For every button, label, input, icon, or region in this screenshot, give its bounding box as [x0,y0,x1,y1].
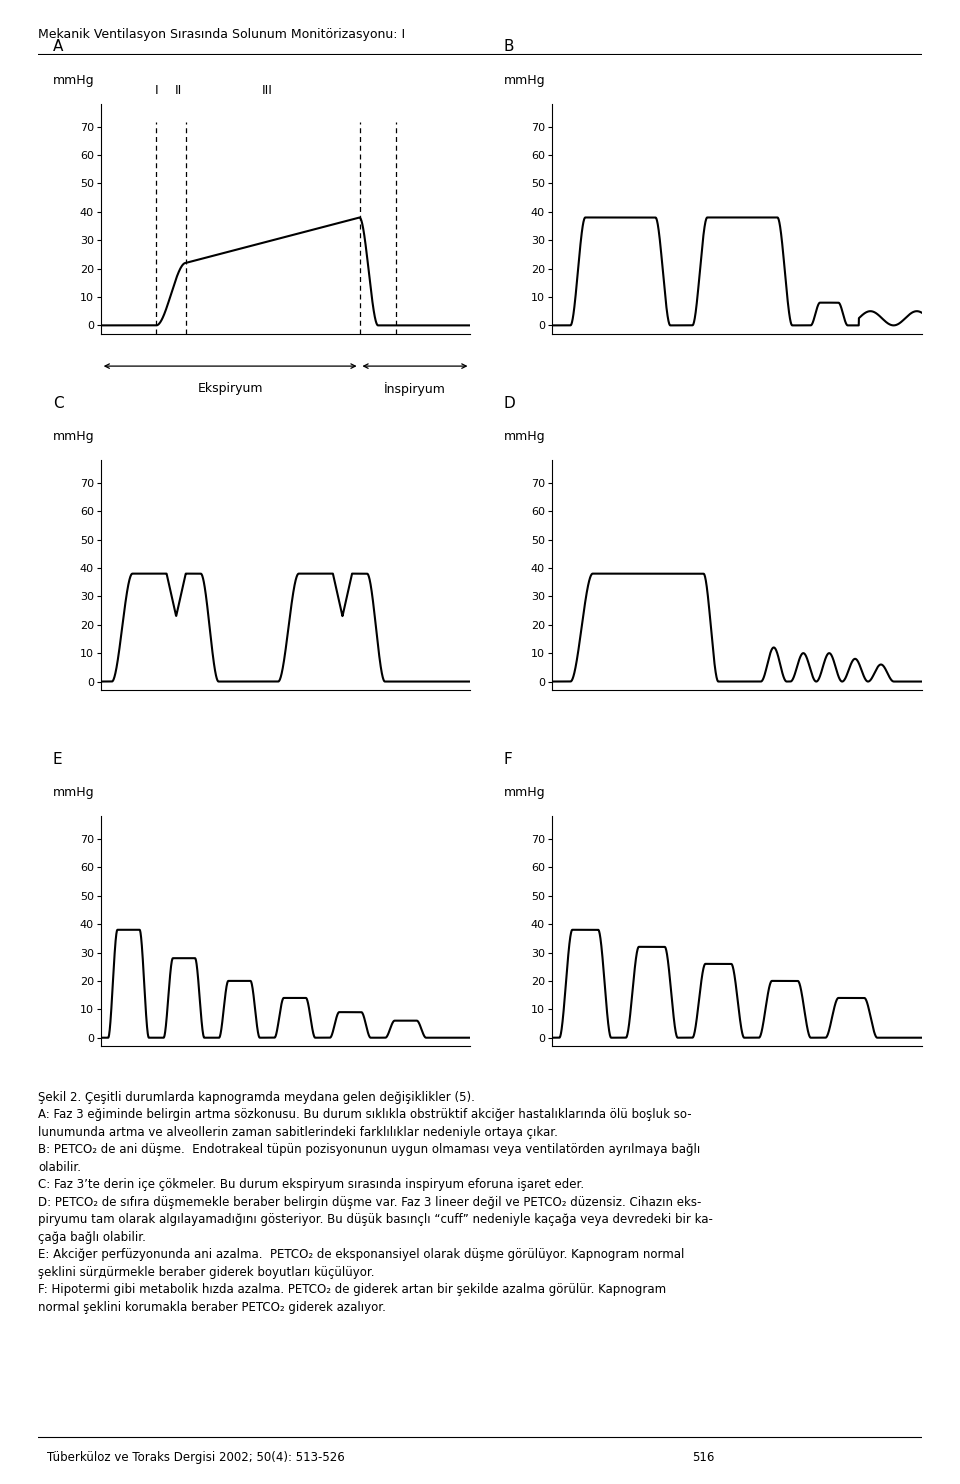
Text: E: E [53,752,62,767]
Text: F: F [504,752,513,767]
Text: İnspiryum: İnspiryum [384,383,445,396]
Text: Şekil 2. Çeşitli durumlarda kapnogramda meydana gelen değişiklikler (5).
A: Faz : Şekil 2. Çeşitli durumlarda kapnogramda … [38,1091,713,1313]
Text: Ekspiryum: Ekspiryum [198,383,263,395]
Text: mmHg: mmHg [53,74,94,88]
Text: mmHg: mmHg [53,430,94,444]
Text: mmHg: mmHg [504,74,545,88]
Text: mmHg: mmHg [504,787,545,800]
Text: 516: 516 [692,1451,714,1463]
Text: Mekanik Ventilasyon Sırasında Solunum Monitörizasyonu: I: Mekanik Ventilasyon Sırasında Solunum Mo… [38,28,405,42]
Text: A: A [53,40,63,55]
Text: I: I [155,85,158,96]
Text: III: III [262,85,273,96]
Text: II: II [175,85,182,96]
Text: mmHg: mmHg [53,787,94,800]
Text: D: D [504,396,516,411]
Text: Tüberküloz ve Toraks Dergisi 2002; 50(4): 513-526: Tüberküloz ve Toraks Dergisi 2002; 50(4)… [47,1451,345,1463]
Text: B: B [504,40,515,55]
Text: mmHg: mmHg [504,430,545,444]
Text: C: C [53,396,63,411]
